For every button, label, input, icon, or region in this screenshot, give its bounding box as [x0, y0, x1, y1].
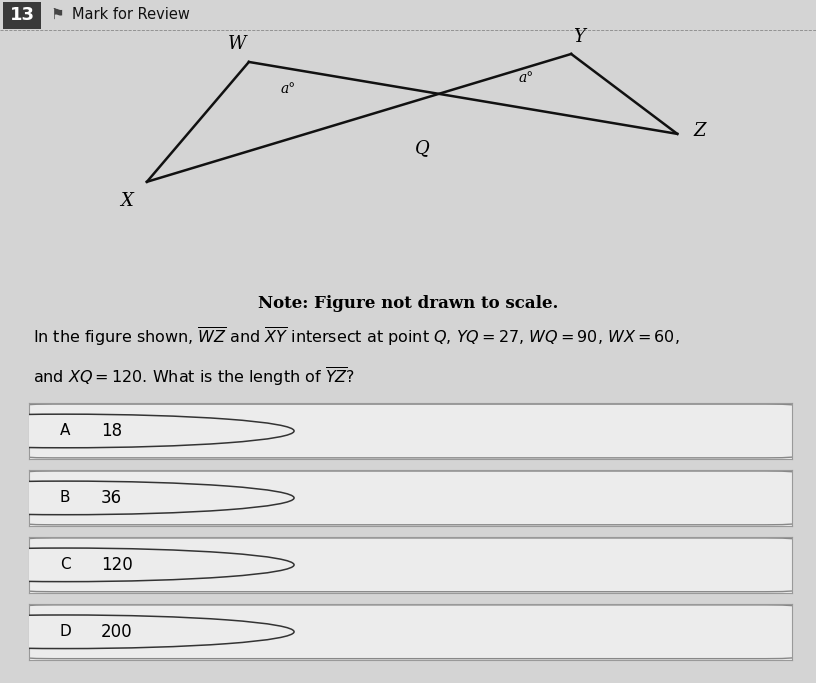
Text: 120: 120	[101, 556, 133, 574]
Text: 13: 13	[10, 5, 34, 24]
Text: Note: Figure not drawn to scale.: Note: Figure not drawn to scale.	[258, 296, 558, 312]
Circle shape	[0, 414, 294, 448]
Circle shape	[0, 481, 294, 515]
Circle shape	[0, 615, 294, 649]
Text: X: X	[120, 193, 133, 210]
Text: W: W	[228, 35, 246, 53]
Text: Mark for Review: Mark for Review	[72, 8, 190, 23]
Text: D: D	[60, 624, 71, 639]
Text: In the figure shown, $\overline{WZ}$ and $\overline{XY}$ intersect at point $Q$,: In the figure shown, $\overline{WZ}$ and…	[33, 326, 679, 348]
Text: 18: 18	[101, 422, 122, 440]
Text: 200: 200	[101, 623, 133, 641]
Text: ⚑: ⚑	[51, 8, 64, 23]
FancyBboxPatch shape	[15, 404, 804, 458]
Text: A: A	[60, 423, 70, 438]
Text: Y: Y	[574, 28, 585, 46]
Text: B: B	[60, 490, 70, 505]
FancyBboxPatch shape	[15, 538, 804, 591]
FancyBboxPatch shape	[15, 471, 804, 525]
Circle shape	[0, 548, 294, 582]
Text: a°: a°	[281, 81, 295, 96]
Text: Q: Q	[415, 139, 430, 157]
Text: and $XQ = 120$. What is the length of $\overline{YZ}$?: and $XQ = 120$. What is the length of $\…	[33, 365, 355, 388]
Text: C: C	[60, 557, 70, 572]
Text: Z: Z	[694, 122, 707, 140]
Text: 36: 36	[101, 489, 122, 507]
FancyBboxPatch shape	[15, 605, 804, 658]
FancyBboxPatch shape	[3, 2, 41, 29]
Text: a°: a°	[519, 71, 534, 85]
